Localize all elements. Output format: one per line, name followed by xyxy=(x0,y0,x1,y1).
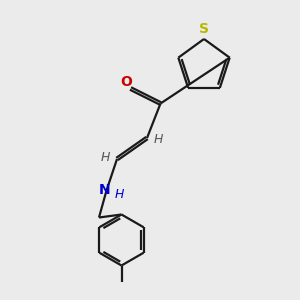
Text: H: H xyxy=(114,188,124,201)
Text: N: N xyxy=(99,183,111,197)
Text: H: H xyxy=(154,133,163,146)
Text: H: H xyxy=(101,151,110,164)
Text: S: S xyxy=(199,22,209,36)
Text: O: O xyxy=(120,74,132,88)
